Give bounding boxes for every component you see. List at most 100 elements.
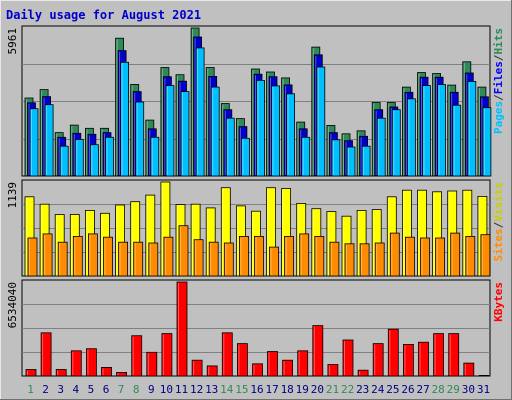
bar-kbytes-day-3 — [55, 369, 67, 377]
bar-sites-day-16 — [254, 235, 264, 277]
bar-pages-day-16 — [256, 80, 265, 177]
bar-kbytes-day-7 — [116, 371, 127, 377]
x-label-day-3: 3 — [57, 383, 64, 396]
bar-pages-day-30 — [467, 81, 477, 177]
bar-pages-day-9 — [150, 136, 160, 177]
legend-kbytes0: KBytes — [492, 282, 505, 322]
panel-kbytes-legend: KBytes — [492, 282, 505, 322]
bar-kbytes-day-25 — [387, 328, 399, 377]
bar-kbytes-day-30 — [463, 362, 475, 377]
bar-pages-day-27 — [422, 85, 431, 177]
bar-pages-day-7 — [120, 61, 129, 177]
legend-hits4: Hits — [492, 28, 505, 55]
x-label-day-21: 21 — [326, 383, 339, 396]
legend-visits2: Visits — [492, 182, 505, 222]
bar-pages-day-24 — [376, 117, 386, 177]
x-label-day-13: 13 — [205, 383, 218, 396]
bar-pages-day-6 — [105, 136, 114, 177]
x-label-day-25: 25 — [386, 383, 399, 396]
bar-sites-day-2 — [42, 233, 53, 277]
bar-kbytes-day-18 — [282, 359, 294, 377]
bar-sites-day-18 — [284, 235, 295, 277]
x-label-day-17: 17 — [265, 383, 278, 396]
bar-pages-day-10 — [165, 85, 175, 177]
bar-sites-day-17 — [269, 246, 279, 277]
bar-pages-day-12 — [195, 47, 205, 177]
bar-pages-day-31 — [482, 107, 492, 177]
bar-sites-day-9 — [148, 242, 159, 277]
bar-kbytes-day-15 — [236, 343, 248, 377]
x-label-day-31: 31 — [477, 383, 490, 396]
bar-sites-day-10 — [163, 236, 174, 277]
bar-kbytes-day-27 — [418, 341, 429, 377]
x-label-day-5: 5 — [88, 383, 95, 396]
bar-sites-day-28 — [435, 237, 446, 277]
bar-pages-day-11 — [180, 91, 190, 177]
x-label-day-16: 16 — [250, 383, 263, 396]
bar-kbytes-day-17 — [267, 351, 278, 377]
panel-kbytes: 6534040 KBytes — [6, 279, 505, 377]
chart-title: Daily usage for August 2021 — [6, 8, 201, 22]
bar-pages-day-23 — [361, 145, 371, 177]
x-label-day-12: 12 — [190, 383, 203, 396]
legend-1: / — [492, 221, 505, 228]
bar-pages-day-13 — [210, 86, 220, 177]
x-label-day-27: 27 — [416, 383, 429, 396]
bar-sites-day-5 — [88, 233, 98, 277]
bar-sites-day-26 — [404, 236, 415, 277]
x-axis-labels: 1 2 3 4 5 6 7 8 9 10 11 12 13 14 15 16 17 18 19 20 21 22 23 24 2… — [27, 383, 490, 396]
x-label-day-2: 2 — [42, 383, 49, 396]
x-label-day-15: 15 — [235, 383, 248, 396]
legend-sites0: Sites — [492, 228, 505, 261]
x-label-day-28: 28 — [432, 383, 445, 396]
bar-pages-day-22 — [346, 146, 356, 177]
bar-sites-day-30 — [465, 235, 476, 277]
panel-visits-legend: Sites/Visits — [492, 182, 505, 262]
bar-kbytes-day-5 — [86, 348, 97, 377]
bar-kbytes-day-16 — [252, 363, 263, 377]
bar-pages-day-26 — [406, 98, 416, 177]
bar-sites-day-15 — [238, 235, 249, 277]
chart-panels: 5961Pages/Files/Hits1139Sites/Visits6534… — [6, 25, 505, 377]
x-label-day-11: 11 — [175, 383, 188, 396]
x-label-day-22: 22 — [341, 383, 354, 396]
bar-kbytes-day-6 — [101, 366, 112, 377]
bar-kbytes-day-22 — [342, 339, 354, 377]
panel-hits-ymax-label: 5961 — [6, 28, 19, 55]
bar-pages-day-18 — [286, 93, 296, 177]
bar-pages-day-1 — [29, 108, 39, 177]
bar-kbytes-day-19 — [297, 350, 309, 377]
bar-kbytes-day-24 — [372, 343, 384, 377]
bar-kbytes-day-8 — [131, 335, 143, 377]
panel-visits-ymax-label: 1139 — [6, 182, 19, 209]
x-label-day-24: 24 — [371, 383, 385, 396]
x-label-day-29: 29 — [447, 383, 460, 396]
bar-pages-day-8 — [135, 101, 145, 177]
bar-kbytes-day-13 — [206, 365, 218, 377]
bar-sites-day-6 — [103, 236, 113, 277]
bar-pages-day-19 — [301, 136, 311, 177]
bar-kbytes-day-2 — [40, 332, 52, 377]
x-label-day-4: 4 — [72, 383, 79, 396]
legend-pages0: Pages — [492, 101, 505, 134]
bar-kbytes-day-20 — [312, 325, 324, 377]
x-label-day-20: 20 — [311, 383, 324, 396]
bar-sites-day-29 — [450, 232, 461, 277]
bar-sites-day-27 — [420, 237, 430, 277]
bar-pages-day-28 — [437, 84, 447, 177]
x-label-day-8: 8 — [133, 383, 140, 396]
bar-pages-day-15 — [240, 137, 250, 177]
bar-kbytes-day-29 — [448, 333, 460, 377]
bar-sites-day-1 — [27, 237, 38, 277]
x-label-day-10: 10 — [160, 383, 173, 396]
bar-pages-day-14 — [225, 117, 235, 177]
bar-kbytes-day-14 — [221, 332, 233, 377]
bar-sites-day-13 — [208, 241, 219, 277]
bar-pages-day-29 — [452, 104, 462, 177]
bar-sites-day-7 — [118, 241, 128, 277]
x-label-day-18: 18 — [281, 383, 294, 396]
bar-pages-day-25 — [391, 109, 401, 177]
bar-sites-day-22 — [344, 243, 355, 277]
bar-pages-day-4 — [74, 139, 84, 177]
